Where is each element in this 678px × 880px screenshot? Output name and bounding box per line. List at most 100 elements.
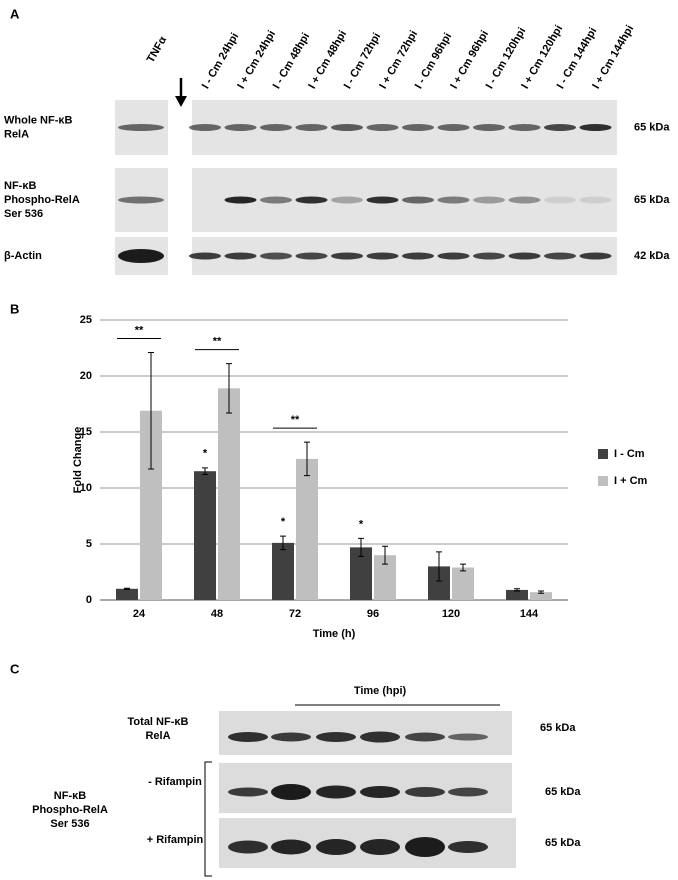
row-label: Ser 536: [4, 208, 43, 220]
band: [405, 837, 445, 857]
band: [402, 124, 434, 131]
y-tick-label: 5: [86, 538, 92, 550]
size-label: 65 kDa: [545, 837, 581, 849]
band: [189, 252, 221, 260]
lane-label: TNFα: [145, 34, 170, 65]
y-tick-label: 15: [80, 426, 92, 438]
bar: [530, 592, 552, 600]
group-label: Ser 536: [50, 818, 89, 830]
band: [360, 786, 400, 798]
x-tick-label: 24: [133, 608, 146, 620]
band: [366, 196, 399, 204]
band: [437, 124, 470, 131]
band: [260, 252, 292, 260]
band: [260, 196, 292, 204]
lane-label: I - Cm 24hpi: [200, 31, 242, 91]
error-bar: [226, 363, 232, 414]
band: [271, 732, 311, 742]
band: [228, 840, 268, 854]
row-label: NF-κB: [4, 180, 36, 192]
x-tick-label: 72: [289, 608, 301, 620]
bar: [296, 458, 318, 600]
band: [508, 124, 541, 131]
blot: [219, 711, 512, 755]
band: [473, 252, 505, 260]
legend-label: I - Cm: [614, 448, 645, 460]
lane-label: I - Cm 48hpi: [271, 31, 313, 91]
bar: [350, 547, 372, 600]
band: [508, 196, 541, 204]
error-bar: [538, 590, 544, 594]
row-label: RelA: [145, 730, 170, 742]
band: [579, 124, 612, 131]
band: [316, 839, 356, 855]
error-bar: [148, 351, 154, 470]
x-tick-label: 120: [442, 608, 460, 620]
size-label: 65 kDa: [545, 786, 581, 798]
size-label: 65 kDa: [540, 722, 576, 734]
bracket: [204, 761, 212, 877]
band: [544, 252, 576, 260]
error-bar: [124, 587, 130, 590]
band: [228, 787, 268, 797]
error-bar: [358, 537, 364, 557]
band: [366, 252, 399, 260]
band: [331, 124, 363, 131]
row-label: Phospho-RelA: [4, 194, 80, 206]
y-tick-label: 25: [80, 314, 92, 326]
band: [508, 252, 541, 260]
y-tick-label: 0: [86, 594, 92, 606]
bar: [116, 588, 138, 600]
legend-label: I + Cm: [614, 475, 648, 487]
band: [295, 196, 328, 204]
row-label: Whole NF-κB: [4, 114, 73, 126]
band: [331, 196, 363, 204]
error-bar: [280, 535, 286, 551]
band: [448, 841, 488, 853]
band: [360, 839, 400, 855]
band: [224, 252, 257, 260]
band: [228, 732, 268, 742]
band: [366, 124, 399, 131]
error-bar: [382, 545, 388, 565]
significance: *: [281, 516, 286, 528]
lane-label: I - Cm 72hpi: [342, 31, 384, 91]
y-tick-label: 20: [80, 370, 92, 382]
group-label: Phospho-RelA: [32, 804, 108, 816]
band: [402, 196, 434, 204]
legend-swatch: [598, 476, 608, 486]
panel-label: C: [10, 661, 20, 676]
band: [437, 196, 470, 204]
band: [224, 196, 257, 204]
panel-label: A: [10, 6, 20, 21]
row-label: - Rifampin: [148, 776, 202, 788]
band: [579, 252, 612, 260]
row-label: β-Actin: [4, 250, 42, 262]
band: [295, 124, 328, 131]
error-bar: [460, 563, 466, 572]
significance: *: [359, 518, 364, 530]
band: [405, 732, 445, 742]
group-label: NF-κB: [54, 790, 86, 802]
band: [271, 839, 311, 855]
x-tick-label: 48: [211, 608, 223, 620]
band: [405, 787, 445, 797]
band: [118, 124, 164, 131]
significance: **: [213, 336, 222, 348]
band: [316, 785, 356, 799]
band: [118, 196, 164, 204]
band: [295, 252, 328, 260]
significance: **: [291, 414, 300, 426]
band: [544, 124, 576, 131]
row-label: Total NF-κB: [128, 716, 189, 728]
band: [448, 733, 488, 741]
bar: [194, 471, 216, 600]
axis-title: Time (hpi): [354, 685, 407, 697]
size-label: 65 kDa: [634, 194, 670, 206]
bar: [428, 566, 450, 600]
band: [271, 784, 311, 800]
band: [473, 124, 505, 131]
band: [360, 731, 400, 743]
axis-title: Fold Change: [72, 427, 84, 494]
error-bar: [436, 551, 442, 582]
